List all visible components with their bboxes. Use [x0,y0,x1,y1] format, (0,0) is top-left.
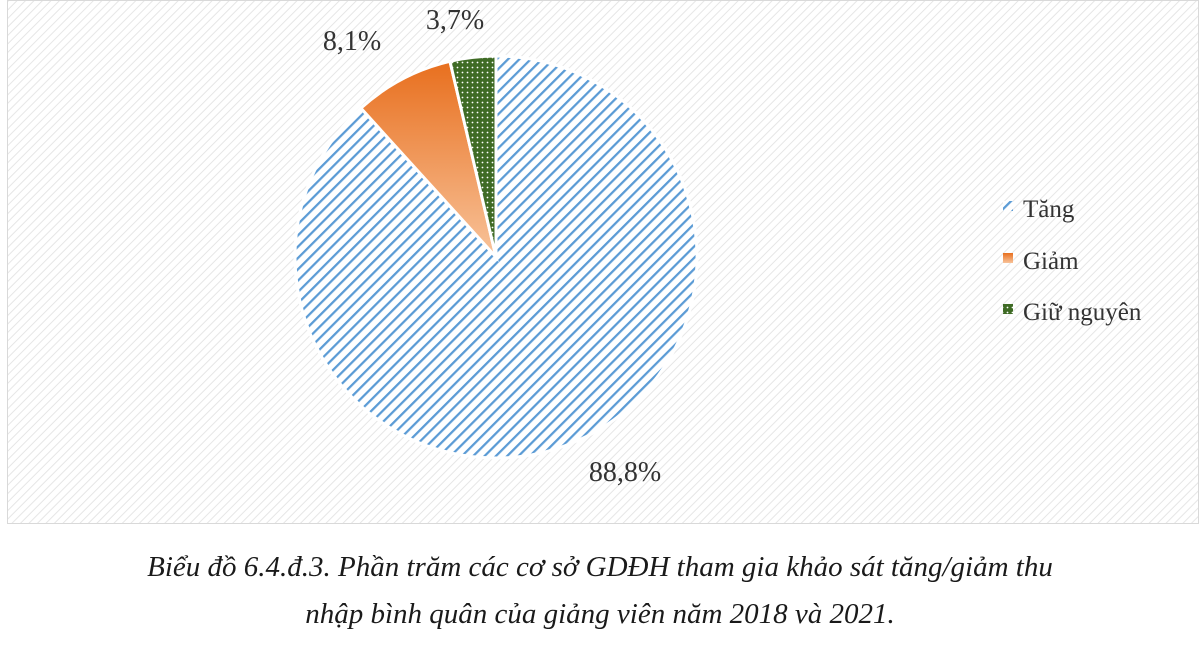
legend-label-tang: Tăng [1023,196,1075,223]
legend-swatch-giu-nguyen [1003,304,1013,314]
data-label-giam: 8,1% [323,26,381,57]
figure-caption-line-2: nhập bình quân của giảng viên năm 2018 v… [305,598,895,630]
legend-item-tang: Tăng [1003,196,1075,223]
chart-area [7,0,1199,524]
legend-item-giu-nguyen: Giữ nguyên [1003,299,1142,326]
data-label-giu-nguyen: 3,7% [426,5,484,36]
pie-slice-giam [358,59,499,263]
figure-caption-line-1: Biểu đồ 6.4.đ.3. Phần trăm các cơ sở GDĐ… [147,551,1053,583]
legend-swatch-tang [1003,201,1013,211]
legend-label-giu-nguyen: Giữ nguyên [1023,299,1142,326]
data-label-tang: 88,8% [589,457,661,488]
pie-chart: 88,8% 8,1% 3,7% Tăng Giảm Giữ nguyên [8,1,1198,523]
legend-label-giam: Giảm [1023,248,1079,275]
legend-swatch-giam [1003,253,1013,263]
legend-item-giam: Giảm [1003,248,1079,275]
legend: Tăng Giảm Giữ nguyên [1003,196,1142,326]
pie-slice-giu-nguyen [448,54,498,258]
